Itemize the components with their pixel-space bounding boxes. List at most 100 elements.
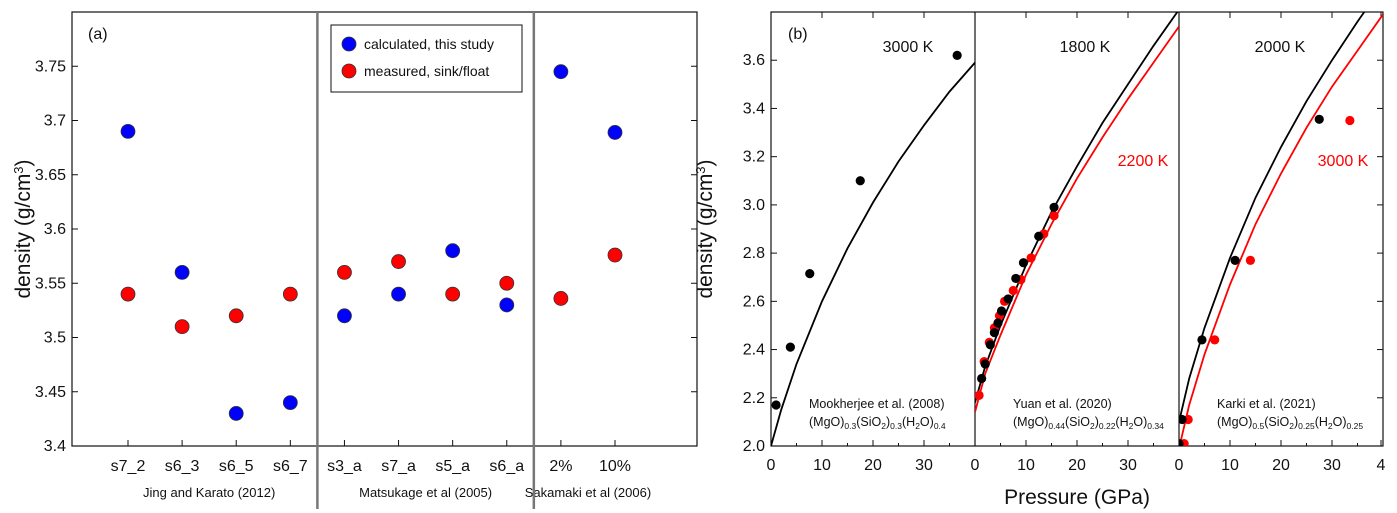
citation-label: Mookherjee et al. (2008) — [809, 397, 945, 411]
data-point — [1049, 211, 1059, 221]
legend-marker — [341, 63, 357, 79]
x-tick-label: 0 — [767, 457, 776, 474]
data-point — [553, 64, 569, 80]
data-point — [120, 286, 136, 302]
citation-label: Yuan et al. (2020) — [1013, 397, 1112, 411]
data-point — [1034, 231, 1044, 241]
legend-label: calculated, this study — [364, 36, 494, 52]
data-point — [1179, 438, 1184, 446]
x-tick-label: 20 — [1272, 457, 1290, 474]
category-label: s3_a — [327, 458, 362, 475]
category-label: s7_a — [381, 458, 416, 475]
data-point — [607, 125, 623, 140]
subpanel-plot — [975, 12, 1179, 413]
data-point — [282, 395, 298, 411]
data-point — [499, 297, 515, 313]
legend-box — [330, 24, 523, 93]
data-point — [445, 286, 461, 302]
data-point — [282, 286, 298, 302]
data-point — [445, 243, 461, 259]
data-point — [228, 308, 244, 324]
data-point — [1245, 255, 1255, 265]
y-tick-label: 3.7 — [44, 113, 66, 130]
legend-label: measured, sink/float — [364, 63, 489, 79]
category-label: s6_a — [489, 458, 524, 475]
temperature-label: 3000 K — [1318, 153, 1369, 170]
category-label: s6_3 — [165, 458, 200, 475]
category-label: s5_a — [435, 458, 470, 475]
data-point — [391, 286, 406, 302]
data-point — [1026, 253, 1036, 263]
eos-curve — [771, 62, 975, 446]
eos-curve — [1179, 13, 1383, 446]
panel-b-xlabel: Pressure (GPa) — [1004, 486, 1150, 509]
panel-b-label: (b) — [788, 26, 808, 43]
y-tick-label: 3.65 — [35, 167, 66, 184]
data-point — [977, 373, 987, 384]
y-tick-label: 2.4 — [743, 342, 765, 359]
y-tick-label: 2.0 — [743, 438, 765, 455]
data-point — [785, 342, 795, 352]
y-tick-label: 3.0 — [743, 197, 765, 214]
data-point — [174, 319, 190, 335]
y-tick-label: 3.6 — [44, 221, 66, 238]
data-point — [337, 308, 352, 324]
data-point — [607, 247, 623, 263]
data-point — [228, 406, 244, 421]
data-point — [975, 390, 984, 400]
data-point — [174, 264, 190, 280]
data-point — [1011, 273, 1021, 284]
data-point — [1314, 114, 1324, 124]
data-point — [1049, 202, 1059, 212]
data-point — [1230, 255, 1240, 265]
group-label: Matsukage et al (2005) — [359, 485, 492, 500]
x-tick-label: 10 — [1017, 457, 1035, 474]
y-tick-label: 3.6 — [743, 52, 765, 69]
subpanel-plot — [771, 50, 975, 446]
y-tick-label: 3.55 — [35, 275, 66, 292]
y-tick-label: 3.5 — [44, 330, 66, 347]
category-label: s6_5 — [219, 458, 254, 475]
data-point — [952, 50, 962, 61]
x-tick-label: 0 — [971, 457, 980, 474]
x-tick-label: 20 — [1068, 457, 1086, 474]
composition-formula: (MgO)0.44(SiO2)0.22(H2O)0.34 — [1013, 415, 1164, 431]
y-tick-label: 3.2 — [743, 149, 765, 166]
x-tick-label: 10 — [1221, 457, 1239, 474]
panel-b-frame — [770, 11, 1384, 447]
subpanel-plot — [1179, 12, 1383, 446]
category-label: 2% — [549, 458, 572, 475]
data-point — [1003, 294, 1013, 304]
eos-curve — [975, 25, 1179, 413]
category-label: 10% — [599, 458, 631, 475]
data-point — [985, 340, 995, 350]
data-point — [989, 328, 999, 338]
y-tick-label: 3.4 — [44, 438, 66, 455]
group-label: Sakamaki et al (2006) — [525, 485, 651, 500]
y-tick-label: 3.4 — [743, 100, 765, 117]
legend: calculated, this study measured, sink/flo… — [330, 24, 523, 93]
composition-formula: (MgO)0.5(SiO2)0.25(H2O)0.25 — [1217, 415, 1363, 431]
temperature-label: 2200 K — [1118, 153, 1169, 170]
data-point — [499, 275, 515, 291]
data-point — [855, 176, 865, 186]
x-tick-label: 0 — [1175, 457, 1184, 474]
y-tick-label: 2.2 — [743, 390, 765, 407]
data-point — [1345, 115, 1355, 126]
data-point — [1197, 335, 1207, 345]
data-point — [120, 123, 136, 139]
data-point — [980, 359, 990, 369]
data-point — [771, 400, 781, 410]
temperature-label: 2000 K — [1255, 39, 1306, 56]
y-tick-label: 2.6 — [743, 293, 765, 310]
temperature-label: 1800 K — [1060, 39, 1111, 56]
composition-formula: (MgO)0.3(SiO2)0.3(H2O)0.4 — [809, 415, 946, 431]
x-tick-label: 20 — [864, 457, 882, 474]
group-label: Jing and Karato (2012) — [143, 485, 275, 500]
data-point — [1210, 335, 1220, 345]
category-label: s7_2 — [111, 458, 146, 475]
data-point — [1018, 258, 1029, 268]
y-tick-label: 3.75 — [35, 58, 66, 75]
panel-b-ylabel: density (g/cm3) — [693, 159, 717, 298]
